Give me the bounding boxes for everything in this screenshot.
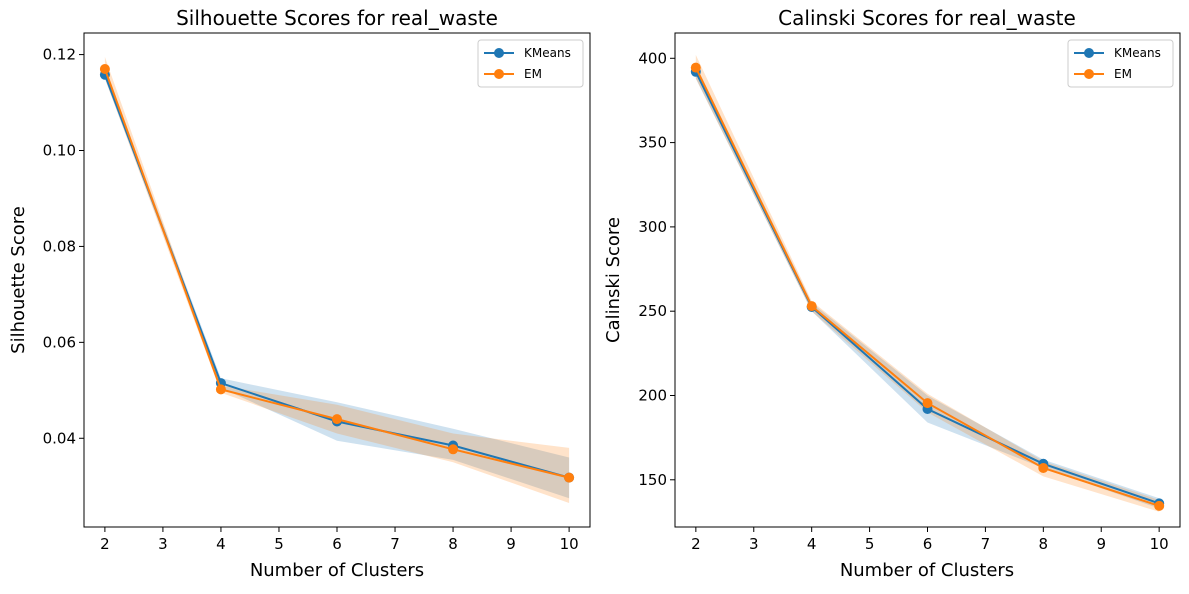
silhouette-xlabel: Number of Clusters xyxy=(250,560,424,581)
silhouette-em-point xyxy=(332,414,342,425)
calinski-em-point xyxy=(1154,500,1165,511)
calinski-xtick-label: 4 xyxy=(807,535,817,553)
silhouette-plot-area xyxy=(99,57,575,503)
silhouette-panel: Silhouette Scores for real_waste 2 3 4 5 6 7 8… xyxy=(8,6,591,581)
silhouette-ytick-label: 0.06 xyxy=(43,333,76,351)
calinski-ytick-label: 400 xyxy=(638,49,667,67)
silhouette-xtick-label: 9 xyxy=(506,535,516,553)
calinski-em-point xyxy=(922,398,933,409)
silhouette-em-point xyxy=(99,64,110,74)
silhouette-legend-em-label: EM xyxy=(524,67,542,81)
silhouette-ytick-label: 0.08 xyxy=(43,237,76,255)
silhouette-ytick-label: 0.04 xyxy=(43,429,76,447)
silhouette-xtick-label: 10 xyxy=(560,535,579,553)
calinski-xtick-label: 7 xyxy=(981,535,991,553)
calinski-xtick-label: 2 xyxy=(691,535,701,553)
silhouette-legend-box xyxy=(477,39,584,88)
calinski-panel: Calinski Scores for real_waste 2 3 4 5 6 7 8 9 1… xyxy=(603,6,1181,581)
calinski-xtick-label: 10 xyxy=(1150,535,1169,553)
calinski-xtick-label: 9 xyxy=(1096,535,1106,553)
silhouette-ticks: 2 3 4 5 6 7 8 9 10 0.04 0.06 0.08 0.10 0.12 xyxy=(43,46,579,553)
calinski-xtick-label: 8 xyxy=(1039,535,1049,553)
calinski-ylabel: Calinski Score xyxy=(603,217,624,343)
calinski-plot-area xyxy=(690,54,1165,512)
calinski-em-point xyxy=(1038,463,1049,473)
silhouette-ylabel: Silhouette Score xyxy=(8,206,29,354)
silhouette-xtick-label: 8 xyxy=(448,535,458,553)
calinski-title: Calinski Scores for real_waste xyxy=(778,6,1076,30)
calinski-legend-em-label: EM xyxy=(1114,67,1132,81)
calinski-ytick-label: 200 xyxy=(638,386,667,404)
calinski-ytick-label: 300 xyxy=(638,218,667,236)
silhouette-xtick-label: 3 xyxy=(158,535,168,553)
calinski-legend-kmeans-label: KMeans xyxy=(1114,46,1161,60)
calinski-xlabel: Number of Clusters xyxy=(840,560,1014,581)
silhouette-xtick-label: 4 xyxy=(216,535,226,553)
silhouette-kmeans-band xyxy=(104,69,570,499)
silhouette-legend-kmeans-marker xyxy=(494,48,504,58)
silhouette-legend-kmeans-label: KMeans xyxy=(524,46,571,60)
calinski-legend-em-marker xyxy=(1084,69,1094,79)
silhouette-legend-em-marker xyxy=(494,69,504,79)
silhouette-em-point xyxy=(564,472,575,483)
silhouette-em-point xyxy=(215,384,226,395)
calinski-ticks: 2 3 4 5 6 7 8 9 10 150 200 250 300 350 400 xyxy=(638,49,1168,553)
calinski-xtick-label: 3 xyxy=(749,535,759,553)
silhouette-ytick-label: 0.10 xyxy=(43,142,76,160)
silhouette-title: Silhouette Scores for real_waste xyxy=(176,6,498,30)
calinski-legend-box xyxy=(1067,39,1174,88)
calinski-em-point xyxy=(690,62,701,73)
calinski-legend: KMeans EM xyxy=(1067,39,1174,88)
silhouette-xtick-label: 6 xyxy=(332,535,342,553)
calinski-legend-kmeans-marker xyxy=(1084,48,1094,58)
silhouette-xtick-label: 7 xyxy=(390,535,400,553)
silhouette-ytick-label: 0.12 xyxy=(43,46,76,64)
calinski-ytick-label: 150 xyxy=(638,471,667,489)
silhouette-xtick-label: 2 xyxy=(100,535,110,553)
calinski-xtick-label: 5 xyxy=(865,535,875,553)
calinski-ytick-label: 250 xyxy=(638,302,667,320)
silhouette-em-point xyxy=(448,444,459,455)
silhouette-xtick-label: 5 xyxy=(274,535,284,553)
calinski-ytick-label: 350 xyxy=(638,134,667,152)
silhouette-legend: KMeans EM xyxy=(477,39,584,88)
calinski-kmeans-band xyxy=(695,65,1160,509)
calinski-em-point xyxy=(806,301,817,312)
calinski-xtick-label: 6 xyxy=(923,535,933,553)
